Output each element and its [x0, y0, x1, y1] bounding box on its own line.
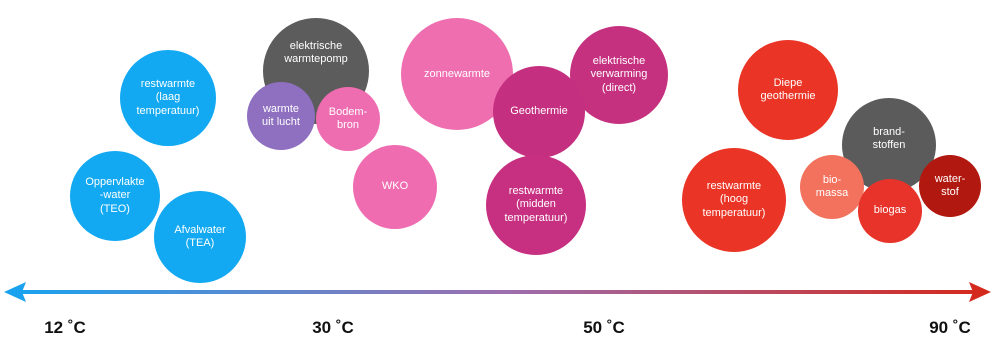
bubble-label: Bodem- bron [328, 105, 368, 131]
bubble-elektrische-verwarming: elektrische verwarming (direct) [570, 26, 668, 124]
axis-tick-50: 50 ˚C [583, 318, 625, 337]
bubble-label: bio- massa [815, 173, 849, 199]
bubble-label: water- stof [934, 172, 966, 198]
bubble-diepe-geothermie: Diepe geothermie [738, 40, 838, 140]
bubble-label: restwarmte (midden temperatuur) [504, 185, 568, 224]
bubble-afvalwater: Afvalwater (TEA) [154, 191, 246, 283]
bubble-label: elektrische warmtepomp [284, 40, 348, 66]
bubble-label: Oppervlakte -water (TEO) [85, 176, 145, 215]
bubble-biogas: biogas [858, 179, 922, 243]
bubble-label: brand- stoffen [872, 126, 906, 152]
axis-tick-90: 90 ˚C [929, 318, 971, 337]
bubble-waterstof: water- stof [919, 155, 981, 217]
bubble-warmte-uit-lucht: warmte uit lucht [247, 82, 315, 150]
bubble-label: Afvalwater (TEA) [174, 223, 226, 249]
axis-tick-12: 12 ˚C [44, 318, 86, 337]
bubble-label: WKO [381, 180, 409, 193]
bubble-label: warmte uit lucht [262, 102, 300, 128]
bubble-biomassa: bio- massa [800, 155, 864, 219]
bubble-restwarmte-laag: restwarmte (laag temperatuur) [120, 50, 216, 146]
bubble-restwarmte-midden: restwarmte (midden temperatuur) [486, 155, 586, 255]
bubble-label: biogas [873, 204, 907, 217]
temperature-axis-arrow [4, 282, 991, 302]
bubble-label: restwarmte (hoog temperatuur) [702, 180, 766, 219]
bubble-wko: WKO [353, 145, 437, 229]
bubble-label: restwarmte (laag temperatuur) [136, 78, 200, 117]
bubble-label: zonnewarmte [423, 68, 491, 80]
axis-line [18, 290, 977, 294]
bubble-label: Geothermie [510, 105, 568, 118]
bubble-oppervlaktewater: Oppervlakte -water (TEO) [70, 151, 160, 241]
bubble-label: Diepe geothermie [760, 76, 816, 102]
bubble-restwarmte-hoog: restwarmte (hoog temperatuur) [682, 148, 786, 252]
bubble-label: elektrische verwarming (direct) [590, 55, 648, 94]
bubble-geothermie: Geothermie [493, 66, 585, 158]
right-arrowhead [969, 282, 991, 302]
axis-tick-30: 30 ˚C [312, 318, 354, 337]
bubble-bodembron: Bodem- bron [316, 87, 380, 151]
left-arrowhead [4, 282, 26, 302]
